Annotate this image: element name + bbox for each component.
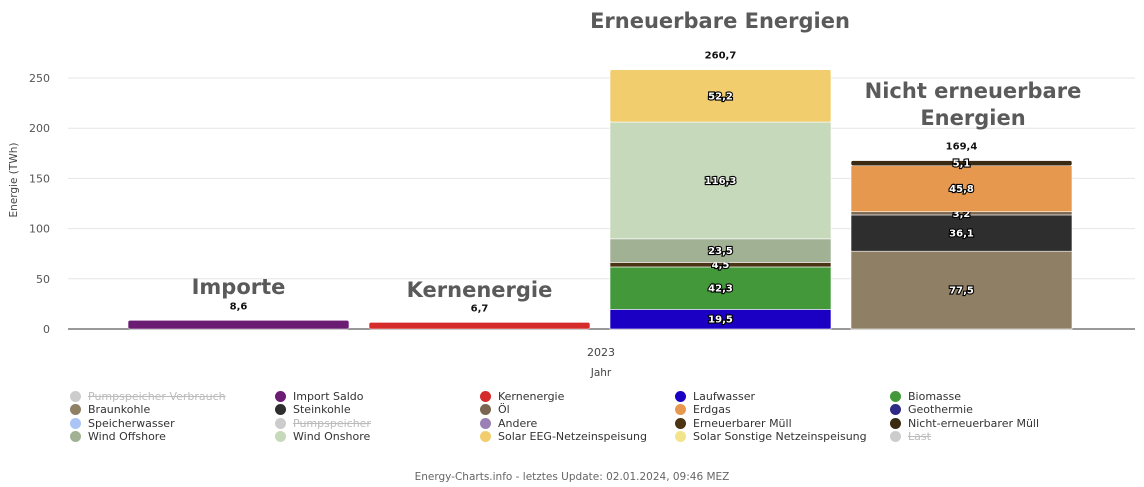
legend-color-dot [70, 404, 81, 415]
segment-value-label: 5,1 [953, 159, 971, 170]
legend-color-dot [480, 404, 491, 415]
x-tick-label: 2023 [587, 346, 615, 359]
legend-item[interactable]: Erneuerbarer Müll [675, 416, 792, 430]
bar-total-label: 169,4 [946, 142, 978, 153]
legend-item[interactable]: Biomasse [890, 389, 961, 403]
legend-label: Laufwasser [693, 389, 756, 403]
legend-item[interactable]: Erdgas [675, 403, 731, 417]
legend-color-dot [675, 404, 686, 415]
legend-item[interactable]: Speicherwasser [70, 416, 175, 430]
group-title-nicht-erneuerbare-line1: Nicht erneuerbare [865, 79, 1082, 103]
y-axis-title: Energie (TWh) [8, 143, 20, 218]
bar-segment[interactable] [368, 321, 591, 330]
y-tick-label: 150 [29, 172, 50, 185]
legend-color-dot [890, 390, 901, 402]
segment-value-label: 36,1 [949, 229, 974, 240]
legend-label: Kernenergie [498, 389, 565, 403]
legend-label: Andere [498, 416, 538, 430]
bar-segment[interactable] [609, 121, 832, 240]
segment-value-label: 23,5 [708, 246, 733, 257]
legend-item[interactable]: Nicht-erneuerbarer Müll [890, 416, 1039, 430]
segment-value-label: 52,2 [708, 91, 733, 102]
bar-total-label: 6,7 [471, 303, 489, 314]
legend-label: Solar EEG-Netzeinspeisung [498, 430, 647, 443]
segment-value-label: 42,3 [708, 284, 733, 295]
legend-color-dot [890, 404, 901, 415]
legend-item[interactable]: Braunkohle [70, 403, 150, 417]
legend-label: Wind Offshore [88, 430, 166, 443]
legend-color-dot [275, 390, 286, 402]
legend-item[interactable]: Kernenergie [480, 389, 564, 403]
legend-label: Öl [498, 403, 510, 416]
y-tick-label: 0 [43, 323, 50, 336]
legend-item[interactable]: Andere [480, 416, 537, 430]
bar-segment[interactable] [850, 250, 1073, 330]
legend-label: Wind Onshore [293, 430, 371, 443]
group-title-nicht-erneuerbare-line2: Energien [920, 106, 1025, 130]
legend-color-dot [890, 431, 901, 442]
y-tick-label: 100 [29, 223, 50, 236]
legend-label: Biomasse [908, 389, 962, 403]
legend-label: Solar Sonstige Netzeinspeisung [693, 430, 867, 443]
legend-label: Braunkohle [88, 403, 151, 416]
legend-color-dot [275, 417, 286, 429]
legend-item[interactable]: Last [890, 430, 931, 444]
legend-color-dot [480, 390, 491, 402]
y-tick-label: 200 [29, 122, 50, 135]
legend-item[interactable]: Solar Sonstige Netzeinspeisung [675, 430, 867, 444]
bar-segment[interactable] [850, 165, 1073, 213]
legend-label: Speicherwasser [88, 416, 175, 430]
legend-color-dot [70, 390, 81, 402]
group-title-kernenergie: Kernenergie [407, 278, 553, 302]
legend-color-dot [480, 417, 491, 429]
bar-segment[interactable] [850, 160, 1073, 167]
legend-label: Erdgas [693, 403, 731, 416]
legend-item[interactable]: Geothermie [890, 403, 973, 417]
legend-item[interactable]: Laufwasser [675, 389, 755, 403]
legend-label: Import Saldo [293, 389, 364, 403]
segment-value-label: 19,5 [708, 315, 733, 326]
legend-label: Steinkohle [293, 403, 351, 416]
legend-label: Pumpspeicher Verbrauch [88, 389, 226, 403]
legend-item[interactable]: Pumpspeicher [275, 416, 371, 430]
segment-value-label: 77,5 [949, 286, 974, 297]
legend-item[interactable]: Wind Onshore [275, 430, 370, 444]
legend-color-dot [890, 417, 901, 429]
bar-total-label: 8,6 [230, 301, 248, 312]
legend-label: Erneuerbarer Müll [693, 416, 792, 430]
legend-color-dot [70, 431, 81, 442]
x-axis-title: Jahr [590, 367, 612, 379]
legend-label: Nicht-erneuerbarer Müll [908, 416, 1040, 430]
legend-color-dot [275, 404, 286, 415]
legend-label: Last [908, 430, 931, 443]
group-title-importe: Importe [192, 275, 286, 299]
legend-label: Geothermie [908, 403, 973, 416]
legend-item[interactable]: Solar EEG-Netzeinspeisung [480, 430, 647, 444]
legend-item[interactable]: Steinkohle [275, 403, 351, 417]
segment-value-label: 45,8 [949, 184, 974, 195]
bar-segment[interactable] [609, 266, 832, 310]
group-title-erneuerbare: Erneuerbare Energien [590, 9, 850, 33]
legend-color-dot [480, 431, 491, 442]
footer-update-note: Energy-Charts.info - letztes Update: 02.… [414, 471, 730, 483]
legend-label: Pumpspeicher [293, 416, 371, 430]
legend-color-dot [675, 431, 686, 442]
y-tick-label: 250 [29, 72, 50, 85]
legend-item[interactable]: Pumpspeicher Verbrauch [70, 389, 226, 403]
legend-item[interactable]: Wind Offshore [70, 430, 166, 444]
bar-total-label: 260,7 [705, 51, 737, 62]
legend-color-dot [70, 417, 81, 429]
segment-value-label: 116,3 [705, 176, 737, 187]
bar-segment[interactable] [850, 214, 1073, 252]
legend-color-dot [675, 390, 686, 402]
y-tick-label: 50 [36, 273, 50, 286]
legend-color-dot [675, 417, 686, 429]
legend-item[interactable]: Import Saldo [275, 389, 364, 403]
legend-color-dot [275, 431, 286, 442]
bar-segment[interactable] [127, 320, 350, 330]
bar-segment[interactable] [609, 69, 832, 123]
chart-legend: Pumpspeicher Verbrauch Import Saldo Kernen… [70, 389, 1130, 449]
legend-item[interactable]: Öl [480, 403, 510, 417]
